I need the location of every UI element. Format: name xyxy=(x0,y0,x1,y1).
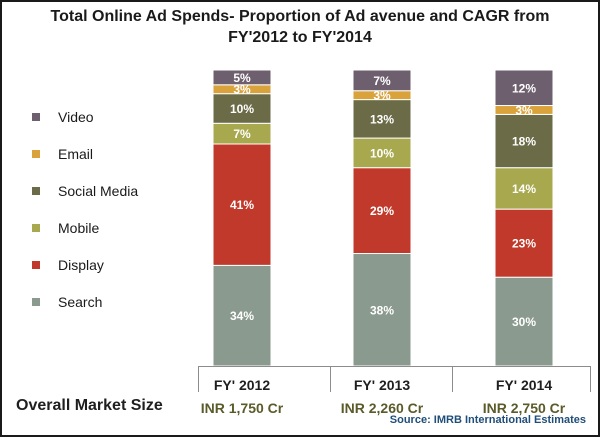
data-label-fy-2012-display: 41% xyxy=(230,198,254,212)
bar-fy-2012-video xyxy=(212,69,272,86)
data-label-fy-2013-email: 3% xyxy=(373,89,391,103)
bar-fy-2013-video xyxy=(352,69,412,92)
bar-fy-2012-display xyxy=(212,143,272,266)
data-label-fy-2014-video: 12% xyxy=(512,81,536,95)
x-tick-label-fy-2012: FY' 2012 xyxy=(214,377,270,393)
data-label-fy-2013-search: 38% xyxy=(370,303,394,317)
legend-swatch-search xyxy=(32,298,40,306)
x-tick-label-fy-2014: FY' 2014 xyxy=(496,377,552,393)
bar-fy-2012-search xyxy=(212,264,272,367)
legend-swatch-mobile xyxy=(32,224,40,232)
data-label-fy-2013-social-media: 13% xyxy=(370,112,394,126)
chart-title: Total Online Ad Spends- Proportion of Ad… xyxy=(0,6,600,48)
legend-label-display: Display xyxy=(58,257,104,273)
data-label-fy-2012-search: 34% xyxy=(230,309,254,323)
overall-market-size-label: Overall Market Size xyxy=(16,397,163,414)
data-label-fy-2013-mobile: 10% xyxy=(370,146,394,160)
legend-label-video: Video xyxy=(58,109,94,125)
bar-fy-2014-search xyxy=(494,276,554,367)
data-label-fy-2014-mobile: 14% xyxy=(512,182,536,196)
data-label-fy-2012-social-media: 10% xyxy=(230,102,254,116)
data-label-fy-2013-display: 29% xyxy=(370,204,394,218)
market-size-fy-2014: INR 2,750 Cr xyxy=(483,400,566,416)
legend-label-email: Email xyxy=(58,146,93,162)
legend-swatch-display xyxy=(32,261,40,269)
chart-title-line-1: Total Online Ad Spends- Proportion of Ad… xyxy=(50,8,550,25)
bar-fy-2014-display xyxy=(494,208,554,278)
data-label-fy-2012-mobile: 7% xyxy=(233,127,251,141)
data-label-fy-2014-display: 23% xyxy=(512,237,536,251)
bar-fy-2013-display xyxy=(352,167,412,255)
legend-swatch-email xyxy=(32,150,40,158)
market-size-fy-2013: INR 2,260 Cr xyxy=(341,400,424,416)
chart-title-line-2: FY'2012 to FY'2014 xyxy=(228,29,372,46)
legend-label-social-media: Social Media xyxy=(58,183,138,199)
data-label-fy-2012-email: 3% xyxy=(233,83,251,97)
bar-fy-2014-social-media xyxy=(494,113,554,169)
bar-fy-2013-mobile xyxy=(352,137,412,169)
legend-swatch-video xyxy=(32,113,40,121)
data-label-fy-2014-email: 3% xyxy=(515,103,533,117)
legend-label-search: Search xyxy=(58,294,102,310)
bar-fy-2014-mobile xyxy=(494,167,554,210)
x-tick-label-fy-2013: FY' 2013 xyxy=(354,377,410,393)
data-label-fy-2013-video: 7% xyxy=(373,74,391,88)
bar-fy-2013-search xyxy=(352,253,412,367)
bar-fy-2014-video xyxy=(494,69,554,107)
data-label-fy-2014-social-media: 18% xyxy=(512,135,536,149)
legend-swatch-social-media xyxy=(32,187,40,195)
data-label-fy-2012-video: 5% xyxy=(233,71,251,85)
source-note: Source: IMRB International Estimates xyxy=(389,414,586,426)
market-size-fy-2012: INR 1,750 Cr xyxy=(201,400,284,416)
data-label-fy-2014-search: 30% xyxy=(512,315,536,329)
legend-label-mobile: Mobile xyxy=(58,220,99,236)
